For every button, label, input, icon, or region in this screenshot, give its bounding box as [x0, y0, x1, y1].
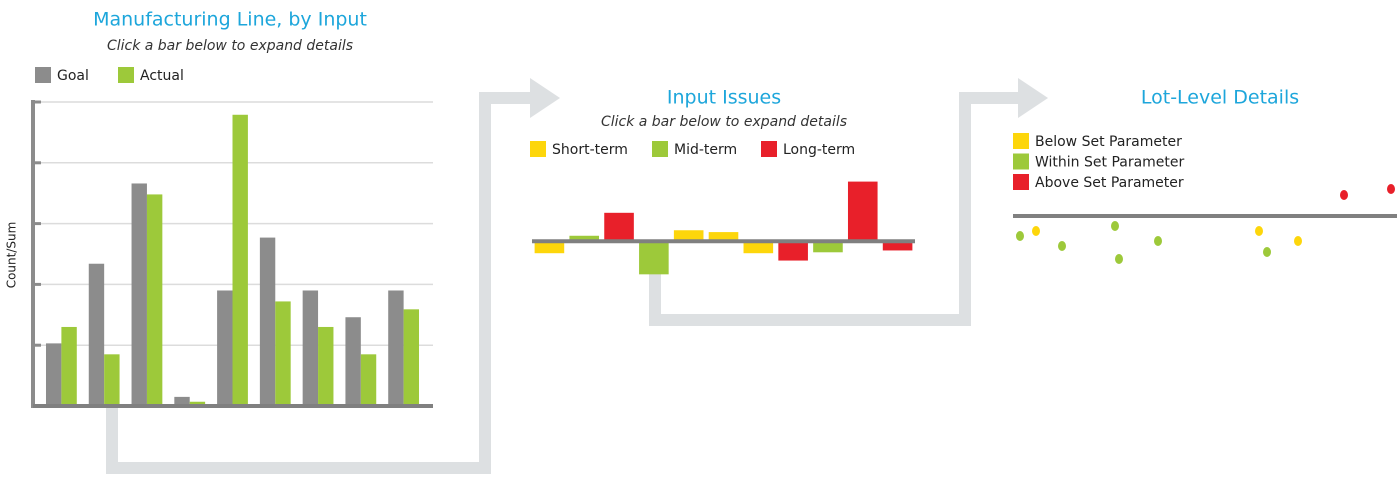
legend-swatch [1013, 153, 1029, 170]
legend-label: Long-term [783, 142, 855, 158]
chart-title: Manufacturing Line, by Input [93, 9, 367, 31]
bar [302, 290, 319, 406]
bar [61, 326, 77, 406]
bar [743, 241, 774, 254]
bar [813, 241, 843, 253]
point [1154, 236, 1162, 246]
legend-label: Above Set Parameter [1035, 175, 1184, 191]
bar [217, 290, 233, 406]
bar [569, 235, 600, 242]
chart-subtitle: Click a bar below to expand details [601, 114, 847, 130]
bar [189, 401, 206, 406]
bar [847, 181, 878, 242]
legend-label: Below Set Parameter [1035, 134, 1182, 150]
legend-swatch [530, 141, 546, 157]
y-axis-label: Count/Sum [5, 222, 19, 289]
bar [259, 237, 276, 406]
point [1115, 254, 1123, 264]
bar [778, 241, 808, 261]
legend-swatch [1013, 133, 1029, 149]
bar [88, 263, 105, 406]
bar [275, 301, 291, 406]
bar [232, 114, 248, 406]
bar [882, 241, 913, 251]
bar [708, 232, 739, 242]
point [1032, 226, 1040, 236]
point [1294, 236, 1302, 246]
legend-label: Mid-term [674, 142, 737, 158]
chart-title: Lot-Level Details [1141, 87, 1299, 109]
point [1016, 231, 1024, 241]
legend-swatch [1013, 174, 1029, 190]
bar [45, 343, 62, 406]
point [1387, 184, 1395, 194]
connector [106, 92, 535, 474]
bar [104, 354, 120, 406]
legend-label: Short-term [552, 142, 628, 158]
legend-swatch [652, 141, 668, 157]
bar [360, 354, 377, 406]
legend-label: Actual [140, 68, 184, 84]
point [1058, 241, 1066, 251]
bar [604, 212, 634, 242]
bar [388, 290, 404, 406]
bar [345, 317, 361, 406]
point [1255, 226, 1263, 236]
legend-swatch [35, 67, 51, 83]
bar [174, 396, 190, 406]
point [1340, 190, 1348, 200]
bar [534, 241, 565, 254]
arrow-head [530, 78, 560, 118]
chart-title: Input Issues [667, 87, 781, 109]
bar [131, 183, 147, 406]
legend-swatch [761, 141, 777, 157]
bar [146, 194, 163, 406]
bar [403, 309, 420, 406]
arrow-head [1018, 78, 1048, 118]
point [1263, 247, 1271, 257]
legend-label: Goal [57, 68, 89, 84]
chart-subtitle: Click a bar below to expand details [107, 38, 353, 54]
connector [649, 92, 1020, 326]
point [1111, 221, 1119, 231]
bar [639, 241, 669, 275]
bar [673, 230, 704, 242]
bar [318, 326, 334, 406]
legend-swatch [118, 67, 134, 83]
legend-label: Within Set Parameter [1035, 155, 1185, 171]
